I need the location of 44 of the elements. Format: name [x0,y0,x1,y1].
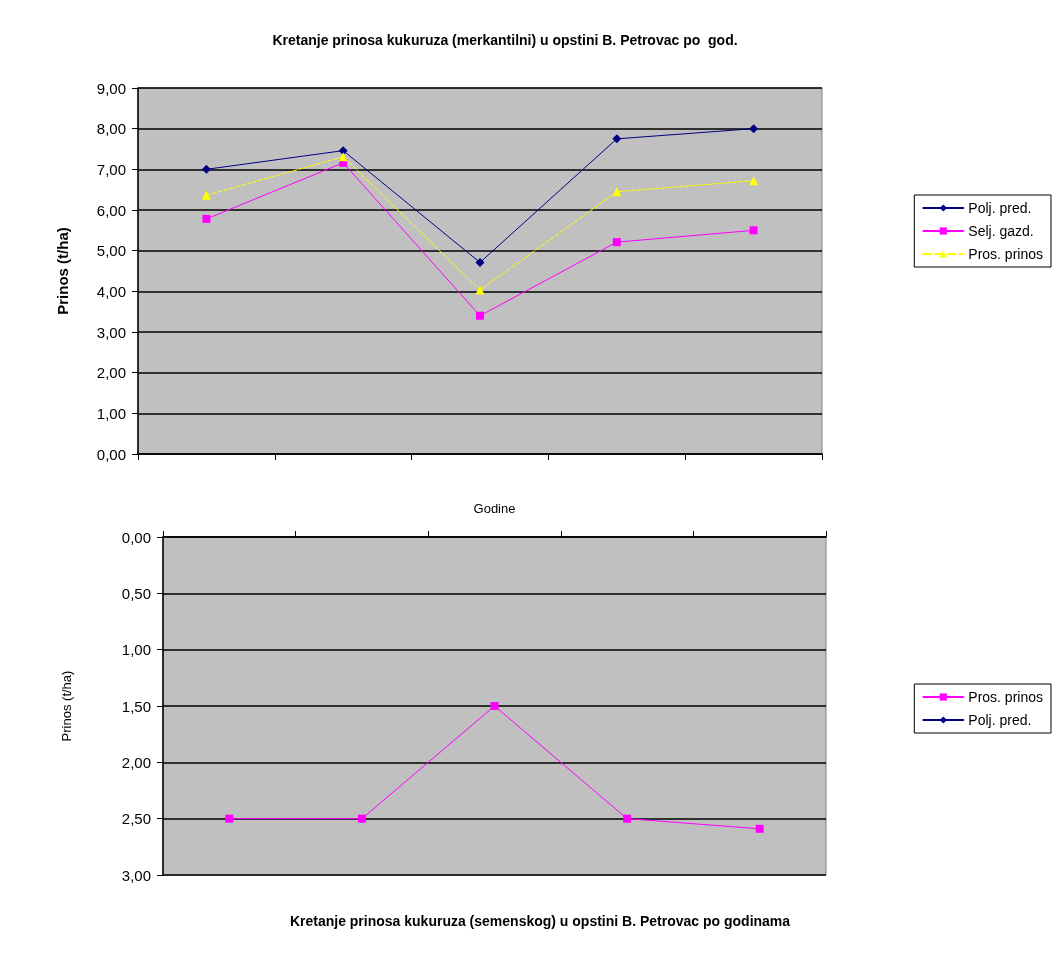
y-tick-label: 1,50 [121,697,151,715]
y-tick-label: 3,00 [96,323,126,341]
y-tick-label: 0,00 [121,528,151,546]
point [749,176,759,186]
point [201,164,211,174]
legend-label: Pros. prinos [968,689,1044,705]
legend-label: Pros. prinos [968,246,1044,262]
point [612,238,621,247]
point [749,226,758,235]
point [201,190,211,200]
text: Kretanje prinosa kukuruza (semenskog) u opstini B. Petrovac po godinama [289,913,791,929]
y-tick-label: 2,00 [121,753,151,771]
y-tick-label: 2,50 [121,810,151,828]
legend-label: Selj. gazd. [968,223,1034,239]
point [490,702,499,710]
y-tick-label: 7,00 [96,160,126,178]
point [475,285,485,295]
y-axis-title: Prinos (t/ha) [54,227,71,315]
point [612,134,622,144]
y-tick-label: 1,00 [121,641,151,659]
point [202,214,211,223]
x-axis-title: Godine [473,501,516,516]
y-tick-label: 0,50 [121,584,151,602]
point [623,814,632,823]
point [755,824,764,833]
point [749,124,759,134]
y-tick-label: 3,00 [121,866,151,884]
point [357,814,366,823]
y-tick-label: 9,00 [96,79,126,97]
y-tick-label: 1,00 [96,404,126,422]
point [475,257,485,267]
legend-label: Polj. pred. [968,200,1032,216]
chart-title: Kretanje prinosa kukuruza (merkantilni) u opstini B. Petrovac po god. [272,32,738,48]
point [476,311,484,320]
y-tick-label: 5,00 [96,242,126,260]
point [338,146,348,156]
y-axis-title: Prinos (t/ha) [59,670,74,742]
legend-label: Polj. pred. [968,712,1032,728]
y-tick-label: 0,00 [96,445,126,463]
y-tick-label: 2,00 [96,364,126,382]
y-tick-label: 4,00 [96,282,126,300]
y-tick-label: 6,00 [96,201,126,219]
y-tick-label: 8,00 [96,120,126,138]
point [225,814,234,823]
